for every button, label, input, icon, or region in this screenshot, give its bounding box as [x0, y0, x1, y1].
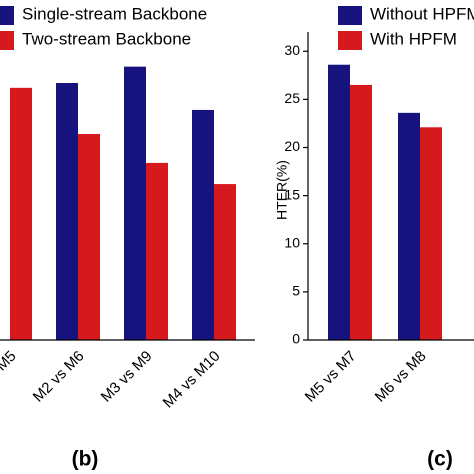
y-tick-label: 5: [292, 283, 300, 299]
y-tick-label: 0: [292, 331, 300, 347]
bar: [56, 83, 78, 340]
legend-swatch: [0, 6, 14, 25]
x-tick-label: M6 vs M8: [372, 348, 430, 406]
legend-label: Two-stream Backbone: [22, 29, 191, 48]
x-tick-label: M1 vs M5: [0, 348, 20, 406]
bar: [146, 162, 168, 340]
legend-label: Single-stream Backbone: [22, 4, 207, 23]
y-axis-label: HTER(%): [274, 160, 290, 220]
panel-label: (b): [72, 448, 99, 471]
bar: [78, 134, 100, 340]
legend-label: With HPFM: [370, 29, 457, 48]
bar: [214, 184, 236, 340]
bar: [350, 84, 372, 340]
x-tick-label: M2 vs M6: [30, 348, 88, 406]
x-tick-label: M3 vs M9: [98, 348, 156, 406]
y-tick-label: 20: [284, 138, 300, 154]
legend-label: Without HPFM: [370, 4, 474, 23]
bar: [10, 87, 32, 340]
x-tick-label: M5 vs M7: [302, 348, 360, 406]
bar: [124, 66, 146, 341]
legend-swatch: [0, 31, 14, 50]
bar: [192, 109, 214, 341]
y-tick-label: 15: [284, 186, 300, 202]
y-tick-label: 30: [284, 42, 300, 58]
legend-swatch: [338, 6, 362, 25]
bar: [420, 127, 442, 340]
y-tick-label: 10: [284, 234, 300, 250]
y-tick-label: 25: [284, 90, 300, 106]
x-tick-label: M4 vs M10: [160, 348, 224, 412]
legend-swatch: [338, 31, 362, 50]
bar: [328, 64, 350, 340]
panel-label: (c): [427, 448, 453, 471]
bar: [398, 112, 420, 340]
